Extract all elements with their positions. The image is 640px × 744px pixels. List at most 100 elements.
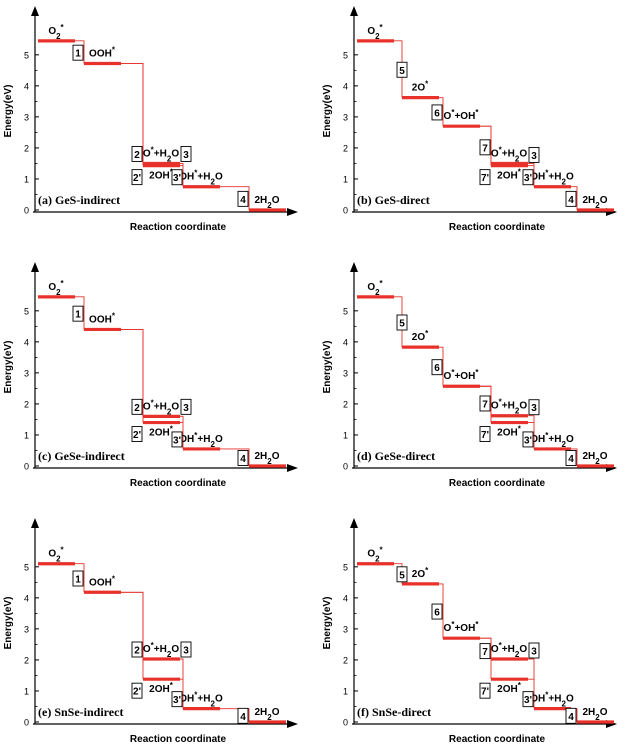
y-axis-title: Energy(eV) — [3, 341, 14, 394]
energy-level-label: OOH* — [89, 311, 116, 326]
level-connector — [75, 296, 85, 330]
step-box-label: 5 — [399, 570, 405, 581]
energy-level-label: O*+H2O — [143, 145, 179, 163]
step-box-label: 4 — [240, 454, 246, 465]
panel-f: 0 1 2 3 4 5 Energy(eV) Reaction coordinate (f) S… — [322, 518, 617, 744]
level-connector — [480, 385, 492, 423]
step-box-frame — [396, 314, 408, 331]
step-box: 3' — [522, 169, 534, 186]
step-box-frame — [431, 603, 443, 620]
step-box: 2 — [131, 398, 143, 415]
energy-level-label: 2H2O — [582, 707, 607, 722]
level-connector — [528, 658, 535, 709]
step-box: 3' — [171, 691, 183, 708]
step-box-label: 4 — [568, 454, 574, 465]
step-box: 2' — [131, 169, 143, 186]
step-box-label: 3 — [531, 647, 537, 658]
y-tick-label: 5 — [24, 562, 29, 572]
y-tick-label: 3 — [24, 112, 29, 122]
step-box-label: 4 — [240, 712, 246, 723]
y-tick-label: 2 — [343, 655, 348, 665]
y-tick-label: 3 — [343, 624, 348, 634]
y-tick-label: 0 — [24, 462, 29, 472]
panel-b: 0 1 2 3 4 5 Energy(eV) Reaction coordinate (b) G… — [322, 6, 617, 233]
step-box-label: 3 — [183, 150, 189, 161]
step-box: 4 — [237, 707, 249, 724]
step-box-frame — [431, 359, 443, 376]
x-axis-title: Reaction coordinate — [449, 734, 546, 744]
y-tick-label: 5 — [24, 50, 29, 60]
y-tick-label: 1 — [24, 174, 29, 184]
y-axis-title: Energy(eV) — [322, 597, 333, 650]
step-box-label: 7' — [481, 430, 489, 441]
energy-level-label: 2OH* — [497, 424, 522, 439]
step-box-frame — [522, 431, 534, 448]
energy-level-label: O*+H2O — [143, 641, 179, 659]
step-box: 4 — [237, 450, 249, 466]
energy-level-label: 2H2O — [254, 195, 279, 210]
step-box-frame — [479, 426, 491, 443]
y-tick-label: 4 — [24, 81, 29, 91]
energy-level-label: O2* — [48, 22, 64, 40]
y-tick-label: 1 — [343, 430, 348, 440]
y-tick-label: 1 — [24, 686, 29, 696]
y-tick-label: 1 — [343, 174, 348, 184]
energy-level-label: OH*+H2O — [530, 690, 574, 708]
step-box-frame — [237, 190, 249, 207]
y-tick-label: 3 — [343, 368, 348, 378]
step-box-frame — [72, 44, 84, 61]
panel-label: (a) GeS-indirect — [38, 193, 120, 207]
step-box-frame — [479, 682, 491, 699]
step-box-frame — [479, 395, 491, 412]
panel-c: 0 1 2 3 4 5 Energy(eV) Reaction coordinate (c) G… — [3, 262, 298, 489]
step-box-frame — [180, 145, 192, 162]
step-box-frame — [565, 190, 577, 207]
step-box-frame — [237, 450, 249, 466]
energy-level-label: OH*+H2O — [530, 168, 574, 186]
energy-level-label: O*+H2O — [491, 145, 527, 163]
y-tick-label: 4 — [343, 593, 348, 603]
level-connector — [220, 448, 250, 466]
level-connector — [528, 415, 535, 449]
y-tick-label: 3 — [24, 368, 29, 378]
step-box-label: 5 — [399, 319, 405, 330]
step-box-frame — [237, 707, 249, 724]
y-axis-arrow — [350, 262, 358, 272]
panel-e: 0 1 2 3 4 5 Energy(eV) Reaction coordinate (e) S… — [3, 518, 298, 744]
energy-level-label: 2H2O — [582, 451, 607, 466]
step-box-frame — [565, 450, 577, 466]
level-connector — [121, 591, 144, 680]
step-box-frame — [522, 169, 534, 186]
step-box-label: 3' — [524, 695, 532, 706]
step-box-frame — [528, 642, 540, 659]
step-box: 4 — [565, 190, 577, 207]
step-box: 1 — [72, 570, 84, 587]
step-box-label: 7 — [482, 399, 488, 410]
y-axis-arrow — [350, 6, 358, 16]
step-box-frame — [131, 426, 143, 443]
step-box: 7 — [479, 395, 491, 412]
step-box-label: 1 — [75, 49, 81, 60]
level-connector — [394, 40, 403, 98]
panel-label: (d) GeSe-direct — [357, 449, 435, 463]
energy-level-label: 2OH* — [497, 167, 522, 182]
energy-level-label: 2H2O — [254, 451, 279, 466]
step-box: 2' — [131, 426, 143, 443]
y-axis-arrow — [31, 262, 39, 272]
y-tick-label: 2 — [24, 143, 29, 153]
panel-d: 0 1 2 3 4 5 Energy(eV) Reaction coordinate (d) G… — [322, 262, 617, 489]
step-box: 1 — [72, 44, 84, 61]
step-box: 3' — [522, 431, 534, 448]
level-connector — [220, 186, 250, 210]
y-tick-label: 4 — [343, 81, 348, 91]
step-box-frame — [171, 431, 183, 448]
step-box-frame — [131, 682, 143, 699]
step-box: 3 — [180, 641, 192, 658]
panel-label: (b) GeS-direct — [357, 193, 430, 207]
energy-level-label: 2OH* — [149, 681, 174, 696]
level-connector — [439, 583, 444, 639]
step-box: 7 — [479, 643, 491, 660]
y-tick-label: 3 — [24, 624, 29, 634]
step-box: 2 — [131, 641, 143, 658]
step-box: 3 — [180, 145, 192, 162]
